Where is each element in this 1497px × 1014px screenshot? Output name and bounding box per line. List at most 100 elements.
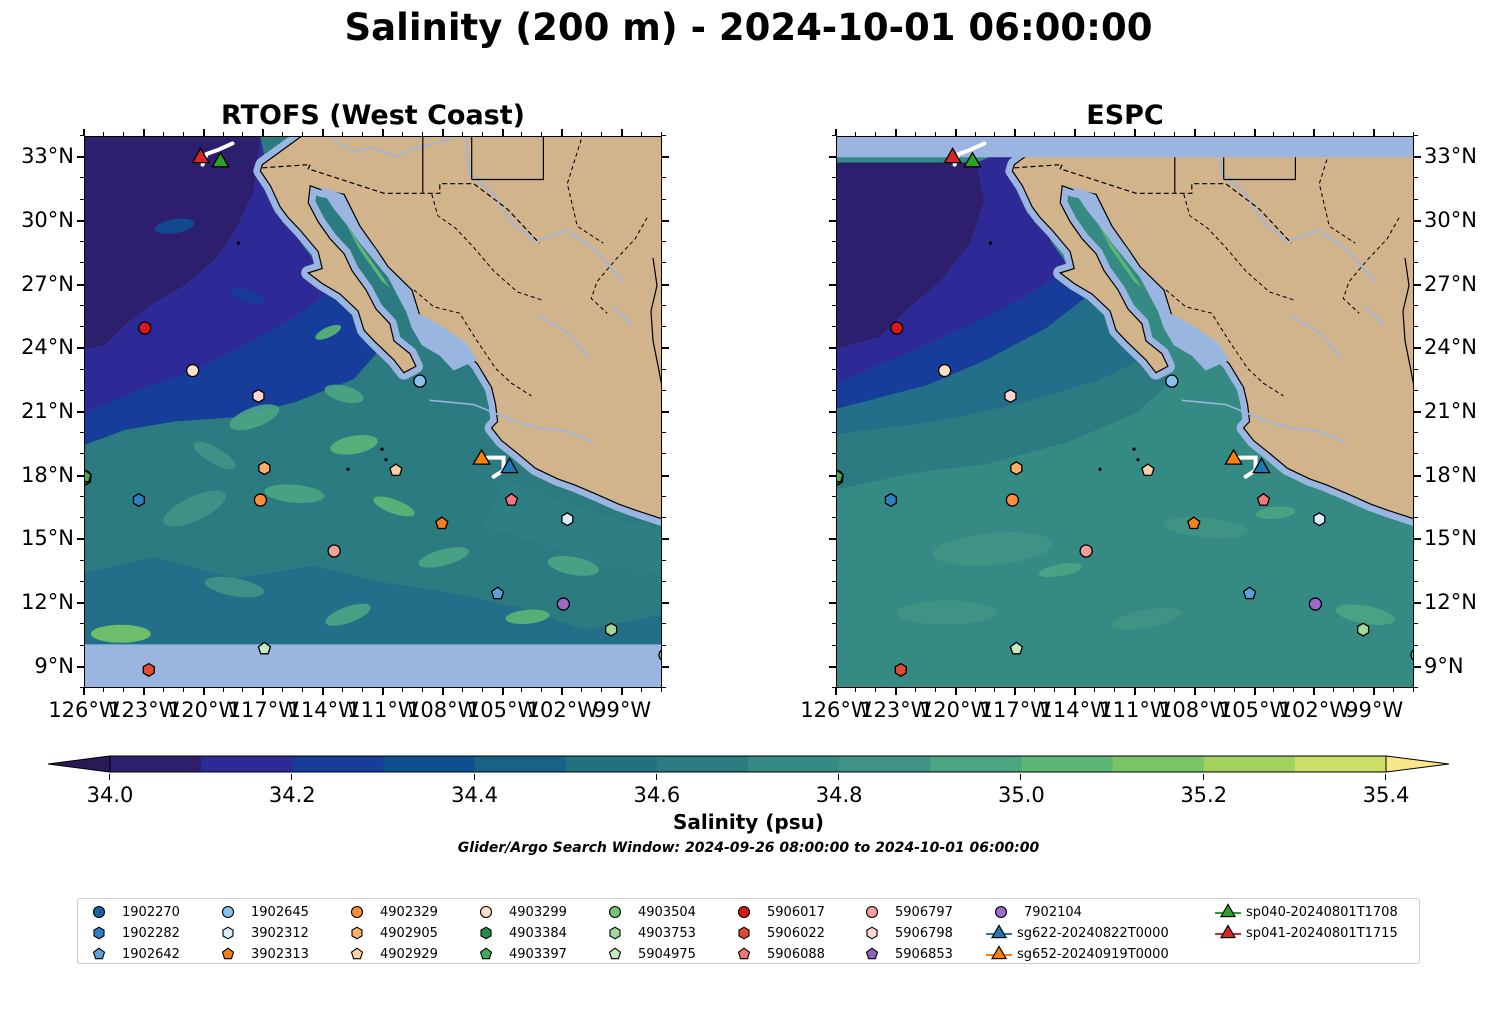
lon-tick-bottom: [934, 688, 936, 692]
lat-tick-left: [80, 262, 84, 264]
island: [384, 458, 388, 462]
salinity-eddy: [90, 624, 151, 643]
lat-tick-left: [80, 135, 84, 136]
salinity-eddy: [1038, 563, 1082, 578]
lat-tick-left: [80, 623, 84, 625]
obs-marker-sp652-20240919T0000: [1224, 448, 1243, 465]
legend-item: sp040-20240801T1708: [1214, 903, 1398, 921]
lon-tick-bottom: [1213, 688, 1215, 692]
lat-tick-right: [662, 495, 666, 497]
legend-marker-icon: [1215, 903, 1241, 918]
obs-marker-5906088: [504, 492, 519, 506]
lat-tick-left: [80, 580, 84, 582]
lat-tick-right: [662, 156, 669, 159]
lon-tick-bottom: [501, 688, 504, 695]
lon-tick-top: [1253, 129, 1256, 136]
river-line: [1217, 137, 1376, 282]
lat-tick-label: 30°N: [1424, 207, 1477, 232]
lon-tick-top: [1233, 132, 1235, 136]
obs-marker-sp040-20240801T1708: [211, 151, 230, 168]
obs-marker-5906088: [1256, 492, 1271, 506]
lon-tick-bottom: [282, 688, 284, 692]
colorbar-tick-label: 34.8: [815, 783, 863, 807]
lat-tick-left: [832, 687, 836, 688]
lon-tick-bottom: [1173, 688, 1175, 692]
lat-tick-left: [829, 665, 836, 668]
obs-marker-sp652-20240919T0000: [472, 448, 491, 465]
lon-tick-bottom: [1034, 688, 1036, 692]
lat-tick-right: [662, 538, 669, 541]
lat-tick-left: [829, 538, 836, 541]
legend-item: 4902905: [346, 924, 438, 942]
lon-tick-top: [401, 132, 403, 136]
legend-marker-icon: [222, 926, 234, 940]
lon-tick-top: [954, 129, 957, 136]
colorbar-tick: [1202, 774, 1204, 780]
colorbar-over-extend: [1385, 755, 1450, 773]
lat-tick-left: [832, 177, 836, 179]
colorbar: [46, 754, 1452, 778]
lat-tick-right: [662, 453, 666, 455]
colorbar-segment: [839, 756, 931, 772]
legend-item: 5906017: [733, 903, 825, 921]
island: [988, 241, 993, 245]
lat-tick-right: [662, 580, 666, 582]
lat-tick-left: [77, 347, 84, 350]
lat-tick-right: [662, 623, 666, 625]
no-data-band: [85, 644, 661, 687]
colorbar-tick: [291, 774, 293, 780]
legend-marker-icon: [92, 947, 106, 960]
colorbar-segment: [383, 756, 476, 772]
salinity-eddy: [315, 324, 342, 340]
lon-tick-top: [601, 132, 603, 136]
legend-item: 5906022: [733, 924, 825, 942]
lon-tick-top: [974, 132, 976, 136]
legend-marker-icon: [866, 926, 878, 940]
salinity-eddy: [193, 441, 236, 470]
legend-item: 3902313: [217, 945, 309, 963]
colorbar-segment: [110, 756, 202, 772]
lat-tick-left: [80, 326, 84, 328]
lat-tick-label: 27°N: [1424, 271, 1477, 296]
lon-tick-bottom: [83, 688, 85, 695]
state-border-dashed: [1318, 137, 1356, 244]
salinity-zone: [85, 137, 261, 350]
lon-tick-bottom: [1153, 688, 1155, 692]
lon-tick-bottom: [381, 688, 384, 695]
lon-tick-label: 99°W: [1345, 698, 1404, 722]
lon-tick-top: [1393, 132, 1395, 136]
salinity-eddy: [896, 600, 997, 625]
obs-marker-4903397: [85, 469, 92, 483]
lon-tick-label: 114°W: [287, 698, 359, 722]
legend-label: sp041-20240801T1715: [1246, 925, 1398, 941]
legend-marker-icon: [350, 947, 364, 960]
colorbar-segment: [656, 756, 749, 772]
lon-tick-bottom: [1014, 688, 1017, 695]
lat-tick-right: [662, 347, 669, 350]
salinity-zone: [483, 480, 661, 572]
lat-tick-right: [662, 687, 666, 688]
lat-tick-left: [77, 219, 84, 222]
rtofs-map-canvas: [85, 137, 661, 687]
lon-tick-top: [994, 132, 996, 136]
lat-tick-label: 21°N: [21, 399, 74, 423]
legend-item: 4903299: [475, 903, 567, 921]
lat-tick-right: [1414, 156, 1421, 159]
lat-tick-left: [832, 326, 836, 328]
lat-tick-right: [1414, 262, 1418, 264]
lon-tick-bottom: [322, 688, 325, 695]
obs-marker-1902645: [1165, 374, 1179, 388]
legend-item: 4902329: [346, 903, 438, 921]
state-border-dashed: [413, 289, 532, 397]
lat-tick-label: 9°N: [1424, 653, 1464, 678]
river-line: [429, 399, 594, 444]
lon-tick-label: 102°W: [1278, 698, 1351, 722]
lon-tick-bottom: [162, 688, 164, 692]
lon-tick-top: [934, 132, 936, 136]
lon-tick-top: [914, 132, 916, 136]
lon-tick-bottom: [521, 688, 523, 692]
obs-marker-4903299: [937, 363, 952, 378]
lon-tick-top: [874, 132, 876, 136]
lon-tick-top: [1353, 132, 1355, 136]
colorbar-label: Salinity (psu): [672, 810, 824, 834]
